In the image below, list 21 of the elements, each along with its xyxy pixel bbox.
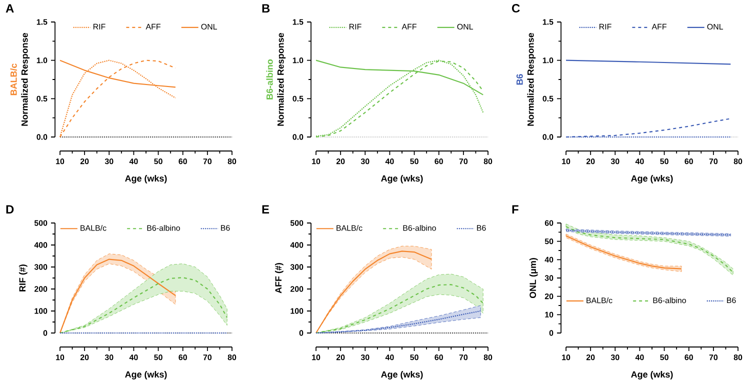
- chart-title: F: [512, 205, 518, 214]
- text: B6-albino: [266, 59, 273, 100]
- chart-title: C: [512, 4, 520, 12]
- x-axis-title: Age (wks): [381, 175, 423, 184]
- text: B6: [516, 74, 523, 85]
- y-axis-title: RIF (#): [18, 264, 28, 292]
- y-axis-title: Normalized Response: [527, 32, 536, 126]
- x-axis-title: Age (wks): [381, 371, 423, 380]
- chart-title: E: [262, 205, 270, 214]
- y-axis-title: Normalized Response: [277, 32, 286, 126]
- y-axis-title: Normalized Response: [21, 32, 30, 126]
- chart-title: A: [6, 4, 14, 12]
- chart-title: D: [6, 205, 14, 214]
- x-axis-title: Age (wks): [631, 371, 673, 380]
- x-axis-title: Age (wks): [631, 175, 673, 184]
- x-axis-title: Age (wks): [125, 371, 167, 380]
- x-axis-title: Age (wks): [125, 175, 167, 184]
- chart-title: B: [262, 4, 270, 12]
- y-axis-title: AFF (#): [274, 263, 284, 294]
- y-axis-title: ONL (μm): [529, 258, 538, 298]
- text: BALB/c: [10, 64, 17, 96]
